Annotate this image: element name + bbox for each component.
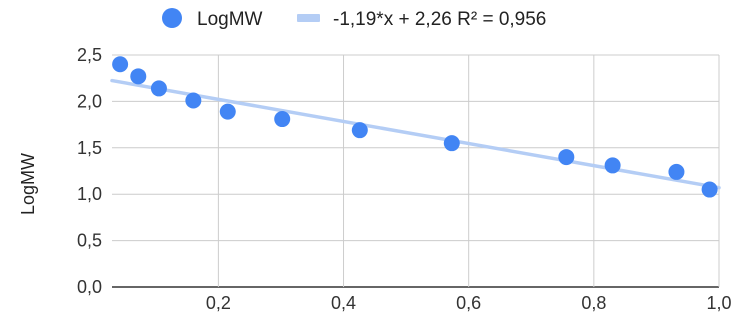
legend-marker-trendline: [297, 14, 320, 22]
y-axis-title: LogMW: [18, 153, 38, 215]
trendline: [110, 78, 721, 190]
trendline-layer: [110, 78, 721, 190]
data-point[interactable]: [443, 135, 460, 152]
legend-label-trendline: -1,19*x + 2,26 R² = 0,956: [333, 9, 546, 30]
legend-label-logmw: LogMW: [197, 9, 263, 30]
x-tick-label: 0,6: [456, 293, 481, 313]
x-tick-label: 0,4: [331, 293, 356, 313]
y-tick-labels: 0,0 0,5 1,0 1,5 2,0 2,5: [77, 45, 102, 297]
y-tick-label: 0,5: [77, 231, 102, 251]
x-tick-labels: 0,2 0,4 0,6 0,8 1,0: [206, 293, 732, 313]
x-tick-label: 0,8: [581, 293, 606, 313]
x-tick-label: 1,0: [706, 293, 731, 313]
data-point[interactable]: [668, 163, 685, 180]
points-layer: [112, 56, 718, 198]
grid-lines: [112, 54, 720, 288]
data-point[interactable]: [185, 92, 202, 109]
legend[interactable]: LogMW -1,19*x + 2,26 R² = 0,956: [162, 8, 546, 30]
data-point[interactable]: [150, 80, 167, 97]
data-point[interactable]: [604, 157, 621, 174]
y-tick-label: 2,5: [77, 45, 102, 65]
data-point[interactable]: [274, 111, 291, 128]
y-tick-label: 1,5: [77, 138, 102, 158]
legend-marker-logmw: [162, 8, 182, 28]
data-point[interactable]: [219, 103, 236, 120]
data-point[interactable]: [701, 181, 718, 198]
data-point[interactable]: [130, 68, 147, 85]
data-point[interactable]: [112, 56, 129, 73]
y-tick-label: 2,0: [77, 91, 102, 111]
data-point[interactable]: [351, 122, 368, 139]
x-tick-label: 0,2: [206, 293, 231, 313]
y-tick-label: 0,0: [77, 277, 102, 297]
y-tick-label: 1,0: [77, 184, 102, 204]
data-point[interactable]: [558, 149, 575, 166]
